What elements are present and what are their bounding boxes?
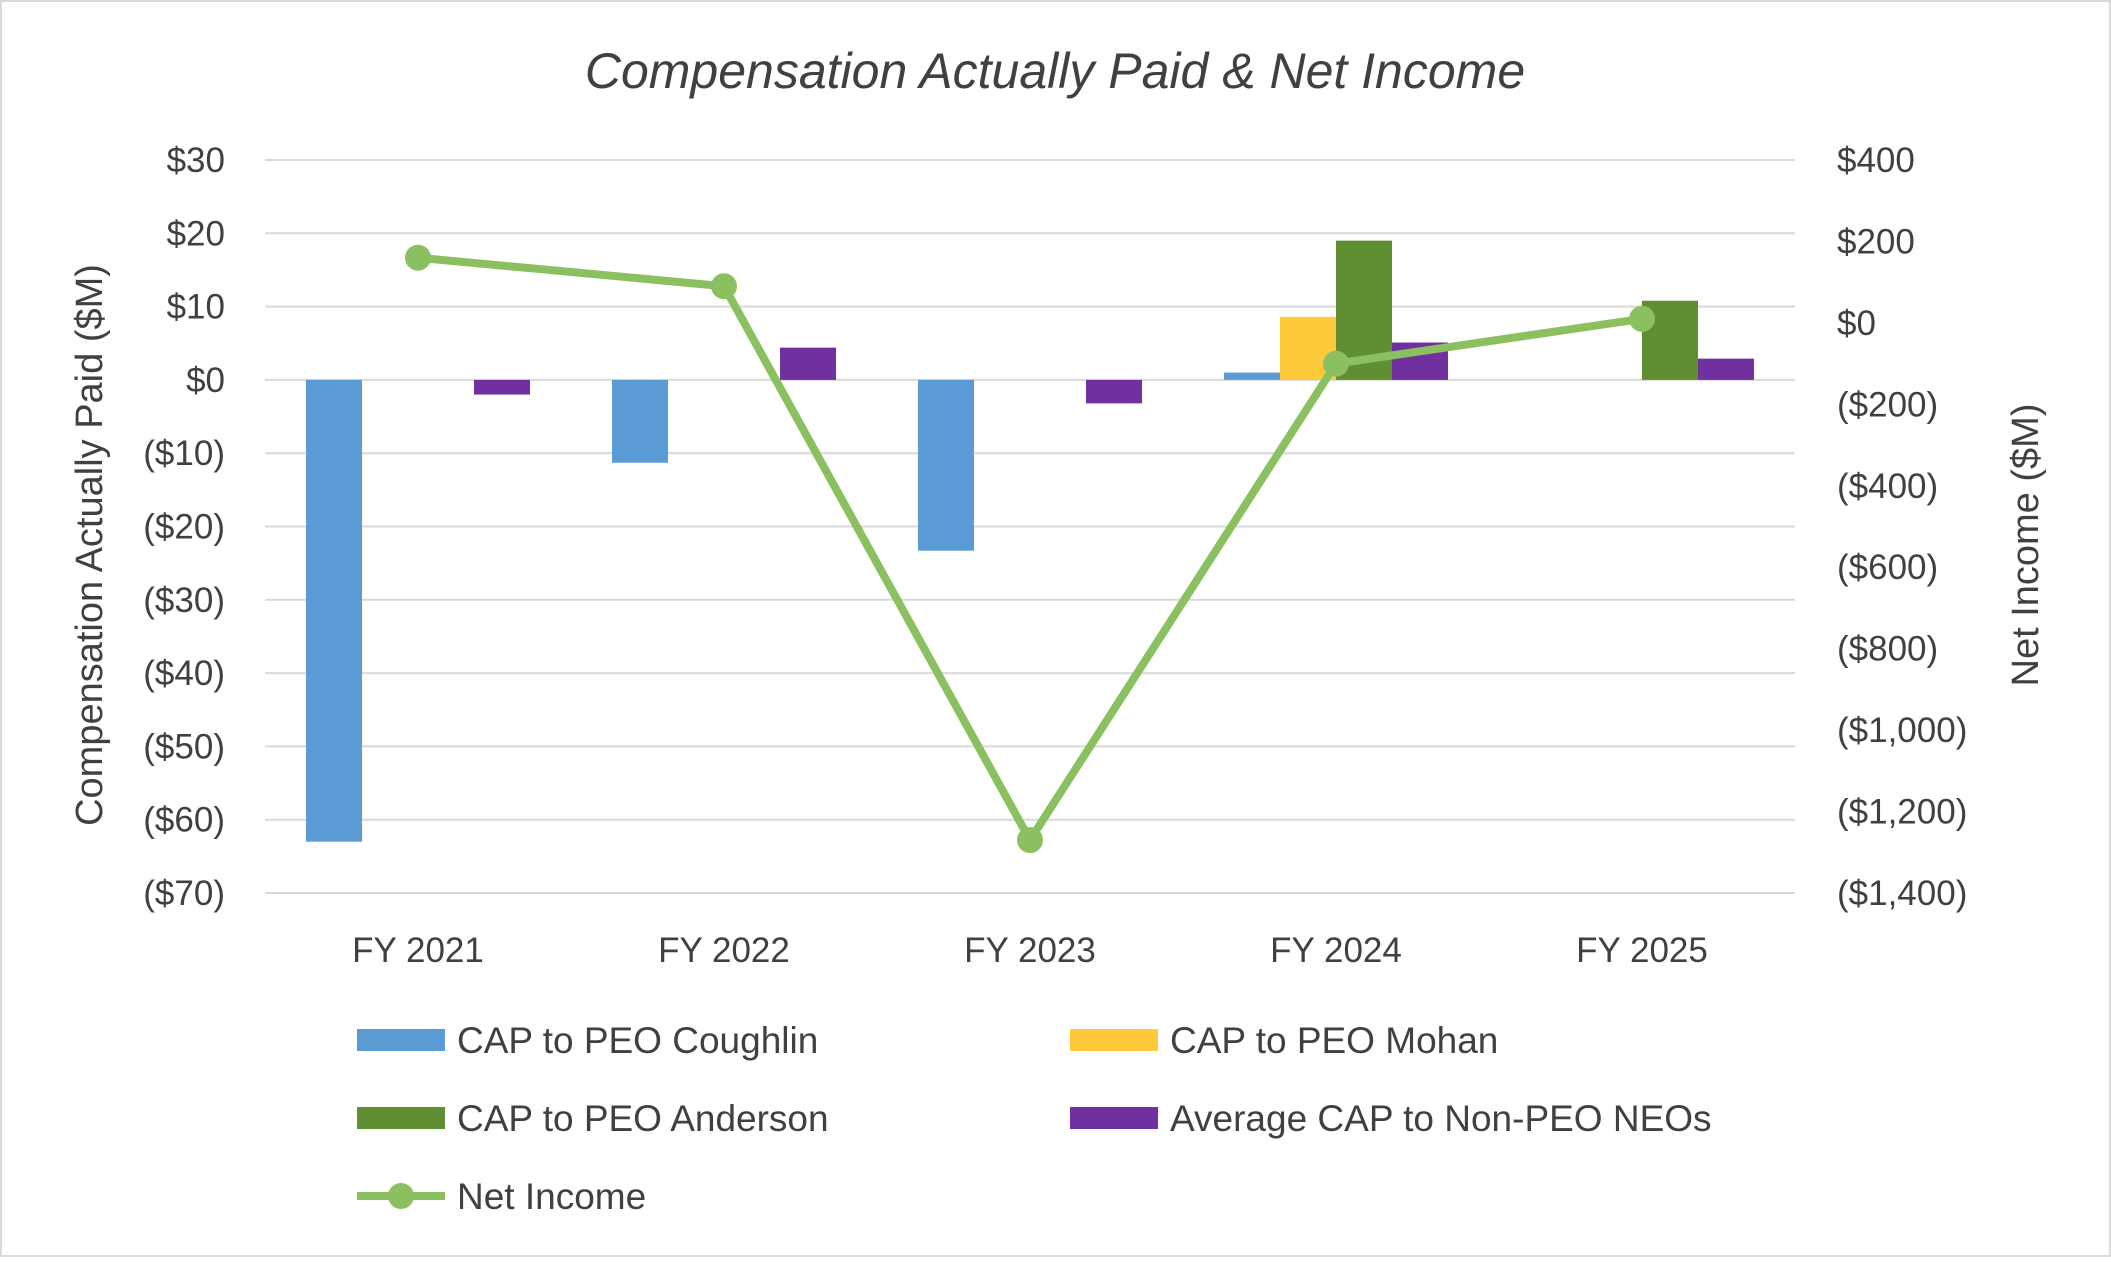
x-tick-label: FY 2024 <box>1270 931 1402 970</box>
gridlines <box>265 159 1795 894</box>
y2-tick-label: $400 <box>1837 141 1915 180</box>
legend-swatch <box>1070 1029 1158 1051</box>
legend-label: Net Income <box>457 1176 646 1217</box>
y-tick-label: ($10) <box>143 434 225 473</box>
line-point <box>711 273 737 300</box>
y-tick-label: $30 <box>167 141 225 180</box>
y2-tick-label: ($1,200) <box>1837 793 1967 832</box>
bar <box>1698 358 1754 380</box>
bar <box>474 379 530 395</box>
x-tick-label: FY 2023 <box>964 931 1096 970</box>
y-tick-label: ($50) <box>143 727 225 766</box>
y2-tick-label: ($1,000) <box>1837 711 1967 750</box>
chart-title: Compensation Actually Paid & Net Income <box>585 43 1525 99</box>
legend-label: CAP to PEO Coughlin <box>457 1020 818 1061</box>
line-point <box>1017 827 1043 854</box>
line-series <box>405 244 1655 854</box>
y2-tick-label: ($200) <box>1837 385 1938 424</box>
line-point <box>405 244 431 271</box>
y-tick-label: ($70) <box>143 874 225 913</box>
y-tick-label: $0 <box>186 361 225 400</box>
legend-swatch <box>357 1107 445 1129</box>
y-tick-label: $10 <box>167 288 225 327</box>
y-tick-label: $20 <box>167 214 225 253</box>
bar <box>780 347 836 380</box>
y-tick-label: ($40) <box>143 654 225 693</box>
axes: $30 $20 $10 $0 ($10) ($20) ($30) ($40) ($50) ($60… <box>143 141 1967 970</box>
x-tick-label: FY 2021 <box>352 931 484 970</box>
y-tick-label: ($20) <box>143 508 225 547</box>
y2-tick-label: $0 <box>1837 304 1876 343</box>
line-point <box>1323 350 1349 377</box>
legend-label: CAP to PEO Anderson <box>457 1098 829 1139</box>
x-tick-label: FY 2025 <box>1576 931 1708 970</box>
y2-tick-label: ($400) <box>1837 467 1938 506</box>
line-point <box>1629 305 1655 332</box>
y2-axis-title: Net Income ($M) <box>2005 404 2047 687</box>
y2-tick-label: ($800) <box>1837 630 1938 669</box>
legend-swatch <box>1070 1107 1158 1129</box>
bar <box>918 379 974 551</box>
bar <box>306 379 362 842</box>
legend-swatch <box>357 1029 445 1051</box>
x-tick-label: FY 2022 <box>658 931 790 970</box>
y2-tick-label: ($1,400) <box>1837 874 1967 913</box>
bar <box>1086 379 1142 404</box>
y-axis-title: Compensation Actually Paid ($M) <box>69 264 111 826</box>
legend-marker <box>388 1183 414 1209</box>
y2-tick-label: $200 <box>1837 222 1915 261</box>
y-tick-label: ($60) <box>143 801 225 840</box>
legend: CAP to PEO Coughlin CAP to PEO Mohan CAP t… <box>357 1020 1712 1217</box>
bar <box>612 379 668 463</box>
y-tick-label: ($30) <box>143 581 225 620</box>
legend-label: Average CAP to Non-PEO NEOs <box>1170 1098 1712 1139</box>
bar <box>1224 372 1280 380</box>
legend-label: CAP to PEO Mohan <box>1170 1020 1498 1061</box>
y2-tick-label: ($600) <box>1837 548 1938 587</box>
